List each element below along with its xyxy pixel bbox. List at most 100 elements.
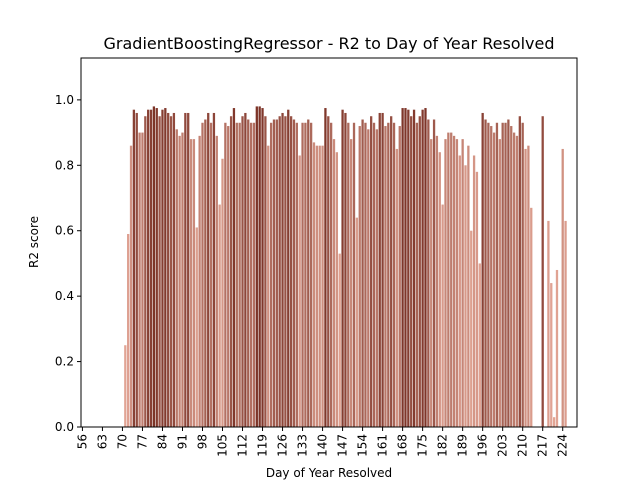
- bar: [421, 109, 424, 428]
- bar: [447, 132, 450, 427]
- bar: [475, 171, 479, 427]
- x-tick-label: 224: [556, 434, 570, 457]
- bar: [450, 132, 453, 427]
- bar: [341, 109, 344, 428]
- bar: [467, 145, 470, 427]
- bar: [147, 109, 150, 428]
- bar: [555, 269, 559, 427]
- bar: [172, 112, 176, 427]
- bar: [281, 112, 284, 427]
- bar: [304, 122, 307, 428]
- bar: [461, 139, 464, 427]
- bar: [144, 116, 147, 427]
- bar: [289, 116, 293, 427]
- bar: [381, 112, 384, 427]
- bar: [350, 139, 353, 427]
- x-tick-label: 196: [476, 434, 490, 457]
- bar: [201, 122, 204, 428]
- bar: [401, 108, 404, 427]
- bar: [224, 122, 227, 428]
- bar: [398, 126, 401, 428]
- bar: [430, 139, 433, 427]
- bar: [264, 116, 267, 427]
- bar: [552, 417, 556, 427]
- y-tick-label: 1.0: [55, 93, 74, 107]
- bar: [378, 112, 381, 427]
- bar: [347, 122, 350, 428]
- bar: [327, 116, 330, 427]
- bar: [198, 135, 201, 427]
- bar: [129, 145, 133, 427]
- bar: [141, 132, 144, 427]
- y-tick-label: 0.0: [55, 420, 74, 434]
- y-tick-label: 0.2: [55, 355, 74, 369]
- x-tick-label: 98: [195, 434, 209, 449]
- bar: [252, 122, 256, 428]
- bar: [470, 230, 473, 427]
- x-tick-label: 210: [516, 434, 530, 457]
- bar: [132, 109, 136, 428]
- bar: [332, 139, 336, 427]
- x-tick-label: 70: [115, 434, 129, 449]
- x-axis-label: Day of Year Resolved: [266, 466, 392, 480]
- bar: [490, 126, 493, 428]
- bar: [269, 122, 273, 428]
- bar: [375, 129, 379, 427]
- bar: [247, 119, 250, 427]
- bar: [207, 112, 210, 427]
- bar: [518, 116, 521, 427]
- bar: [361, 119, 364, 427]
- bar: [169, 116, 173, 427]
- bar: [510, 126, 513, 428]
- bar: [561, 148, 564, 428]
- bar: [295, 122, 298, 428]
- bar: [227, 126, 230, 428]
- bar: [407, 109, 410, 428]
- bar: [278, 116, 281, 427]
- bar: [498, 139, 501, 427]
- bar: [235, 122, 238, 428]
- x-tick-label: 56: [75, 434, 89, 449]
- bar: [204, 119, 207, 427]
- x-tick-label: 133: [296, 434, 310, 457]
- bar: [284, 116, 287, 427]
- bar: [530, 207, 533, 427]
- bar: [155, 108, 158, 427]
- bar: [547, 220, 550, 427]
- bar: [307, 119, 310, 427]
- bar: [124, 345, 127, 427]
- bar: [135, 112, 138, 427]
- bar: [238, 122, 241, 428]
- bar: [167, 112, 170, 427]
- bar: [355, 217, 359, 427]
- bar: [181, 132, 184, 427]
- x-tick-label: 126: [276, 434, 290, 457]
- bar: [321, 145, 324, 427]
- bar: [438, 152, 441, 427]
- x-tick-label: 217: [536, 434, 550, 457]
- bar: [484, 119, 487, 427]
- bar: [441, 204, 444, 427]
- bar: [458, 155, 461, 427]
- bar: [158, 116, 161, 427]
- x-tick-label: 119: [256, 434, 270, 457]
- bar: [495, 122, 499, 428]
- bar: [367, 129, 370, 427]
- bar: [232, 108, 236, 427]
- bar: [472, 155, 476, 427]
- bar: [372, 122, 376, 428]
- bar: [455, 139, 459, 427]
- bar: [338, 253, 341, 427]
- bar: [212, 112, 216, 427]
- bar: [492, 132, 496, 427]
- bar: [272, 119, 276, 427]
- plot-frame: [80, 57, 578, 428]
- bar: [164, 108, 167, 427]
- bar: [335, 152, 339, 427]
- x-tick-label: 175: [416, 434, 430, 457]
- bar: [218, 204, 221, 427]
- bar: [521, 122, 524, 428]
- bar: [501, 122, 504, 428]
- bar: [564, 220, 567, 427]
